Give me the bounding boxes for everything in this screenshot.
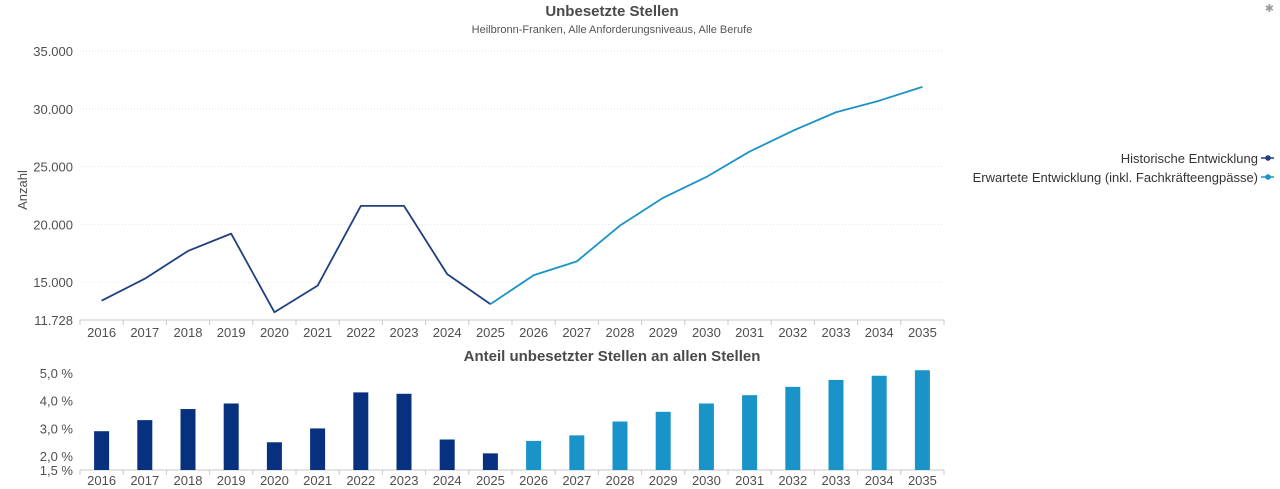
- y-tick-label: 1,5 %: [40, 463, 74, 478]
- x-tick-label: 2019: [217, 473, 246, 488]
- bar-2016: [94, 431, 110, 470]
- y-tick-label: 30.000: [33, 102, 73, 117]
- line-chart-title: Unbesetzte Stellen: [545, 3, 678, 20]
- x-tick-label: 2017: [130, 473, 159, 488]
- x-tick-label: 2025: [476, 473, 505, 488]
- bar-2035: [914, 370, 930, 470]
- x-tick-label: 2035: [908, 473, 937, 488]
- bar-2019: [223, 403, 239, 470]
- y-tick-label: 4,0 %: [40, 394, 74, 409]
- bar-chart-x-ticks: 2016 2017 2018 2019 2020 2021 2022 2023 2024 2025…: [79, 469, 945, 488]
- bar-chart-title: Anteil unbesetzter Stellen an allen Stel…: [464, 348, 761, 365]
- bar-chart-y-ticks: 1,5 %2,0 % 3,0 % 4,0 % 5,0 %: [40, 366, 74, 478]
- x-tick-label: 2030: [692, 325, 721, 340]
- y-tick-label: 11.728: [34, 313, 73, 328]
- series-line-historic: [101, 204, 491, 314]
- line-chart-gridlines: [80, 50, 944, 321]
- y-tick-label: 5,0 %: [40, 366, 74, 381]
- bar-2027: [569, 435, 585, 470]
- x-tick-label: 2030: [692, 473, 721, 488]
- x-tick-label: 2031: [735, 325, 764, 340]
- x-tick-label: 2019: [217, 325, 246, 340]
- x-tick-label: 2024: [433, 325, 462, 340]
- y-tick-label: 2,0 %: [40, 449, 74, 464]
- y-tick-label: 3,0 %: [40, 421, 74, 436]
- x-tick-label: 2023: [390, 473, 419, 488]
- x-tick-label: 2024: [433, 473, 462, 488]
- x-tick-label: 2025: [476, 325, 505, 340]
- x-tick-label: 2034: [865, 473, 894, 488]
- x-tick-label: 2027: [562, 325, 591, 340]
- legend-label: Erwartete Entwicklung (inkl. Fachkräftee…: [973, 170, 1258, 185]
- x-tick-label: 2029: [649, 473, 678, 488]
- bar-2023: [396, 393, 412, 470]
- y-tick-label: 25.000: [33, 160, 73, 175]
- x-tick-label: 2027: [562, 473, 591, 488]
- x-tick-label: 2022: [346, 325, 375, 340]
- bar-2032: [785, 386, 801, 470]
- x-tick-label: 2032: [778, 473, 807, 488]
- bar-2025: [482, 453, 498, 470]
- asterisk-icon[interactable]: ✱: [1264, 2, 1274, 15]
- x-tick-label: 2020: [260, 325, 289, 340]
- bar-2028: [612, 421, 628, 470]
- x-tick-label: 2028: [606, 325, 635, 340]
- x-tick-label: 2026: [519, 325, 548, 340]
- x-tick-label: 2022: [346, 473, 375, 488]
- bar-2030: [698, 403, 714, 470]
- bar-2020: [266, 442, 282, 470]
- x-tick-label: 2016: [87, 473, 116, 488]
- line-chart-series: [101, 85, 923, 314]
- bar-2024: [439, 439, 455, 470]
- y-tick-label: 35.000: [33, 44, 73, 59]
- x-tick-label: 2026: [519, 473, 548, 488]
- legend-label: Historische Entwicklung: [1121, 151, 1258, 166]
- series-line-forecast: [489, 85, 923, 305]
- x-tick-label: 2018: [174, 473, 203, 488]
- x-tick-label: 2016: [87, 325, 116, 340]
- bar-2021: [310, 428, 326, 470]
- x-tick-label: 2029: [649, 325, 678, 340]
- x-tick-label: 2018: [174, 325, 203, 340]
- x-tick-label: 2031: [735, 473, 764, 488]
- bar-2034: [871, 375, 887, 470]
- x-tick-label: 2020: [260, 473, 289, 488]
- y-axis-label: Anzahl: [15, 170, 30, 210]
- x-tick-label: 2028: [606, 473, 635, 488]
- x-tick-label: 2035: [908, 325, 937, 340]
- line-chart-subtitle: Heilbronn-Franken, Alle Anforderungsnive…: [472, 24, 753, 36]
- line-chart-y-ticks: 11.728 15.000 20.000 25.000 30.000 35.000: [33, 44, 73, 328]
- x-tick-label: 2021: [303, 325, 332, 340]
- y-tick-label: 20.000: [33, 217, 73, 232]
- legend: Historische Entwicklung Erwartete Entwick…: [973, 151, 1274, 185]
- x-tick-label: 2032: [778, 325, 807, 340]
- legend-dot-marker: [1265, 155, 1271, 161]
- y-tick-label: 15.000: [33, 275, 73, 290]
- bar-chart-bars: [94, 370, 930, 470]
- x-tick-label: 2023: [390, 325, 419, 340]
- x-tick-label: 2021: [303, 473, 332, 488]
- x-tick-label: 2033: [822, 325, 851, 340]
- bar-2022: [353, 392, 369, 470]
- legend-dot-marker: [1265, 174, 1271, 180]
- bar-2031: [742, 395, 758, 470]
- x-tick-label: 2034: [865, 325, 894, 340]
- bar-2026: [526, 440, 542, 470]
- bar-2033: [828, 379, 844, 470]
- line-chart-x-ticks: 2016 2017 2018 2019 2020 2021 2022 2023 2024 2025…: [79, 320, 945, 340]
- bar-2029: [655, 411, 671, 470]
- x-tick-label: 2017: [130, 325, 159, 340]
- line-chart: Unbesetzte Stellen Heilbronn-Franken, Al…: [15, 3, 1274, 340]
- x-tick-label: 2033: [822, 473, 851, 488]
- bar-chart: Anteil unbesetzter Stellen an allen Stel…: [40, 348, 945, 488]
- bar-2018: [180, 409, 196, 470]
- bar-2017: [137, 420, 153, 470]
